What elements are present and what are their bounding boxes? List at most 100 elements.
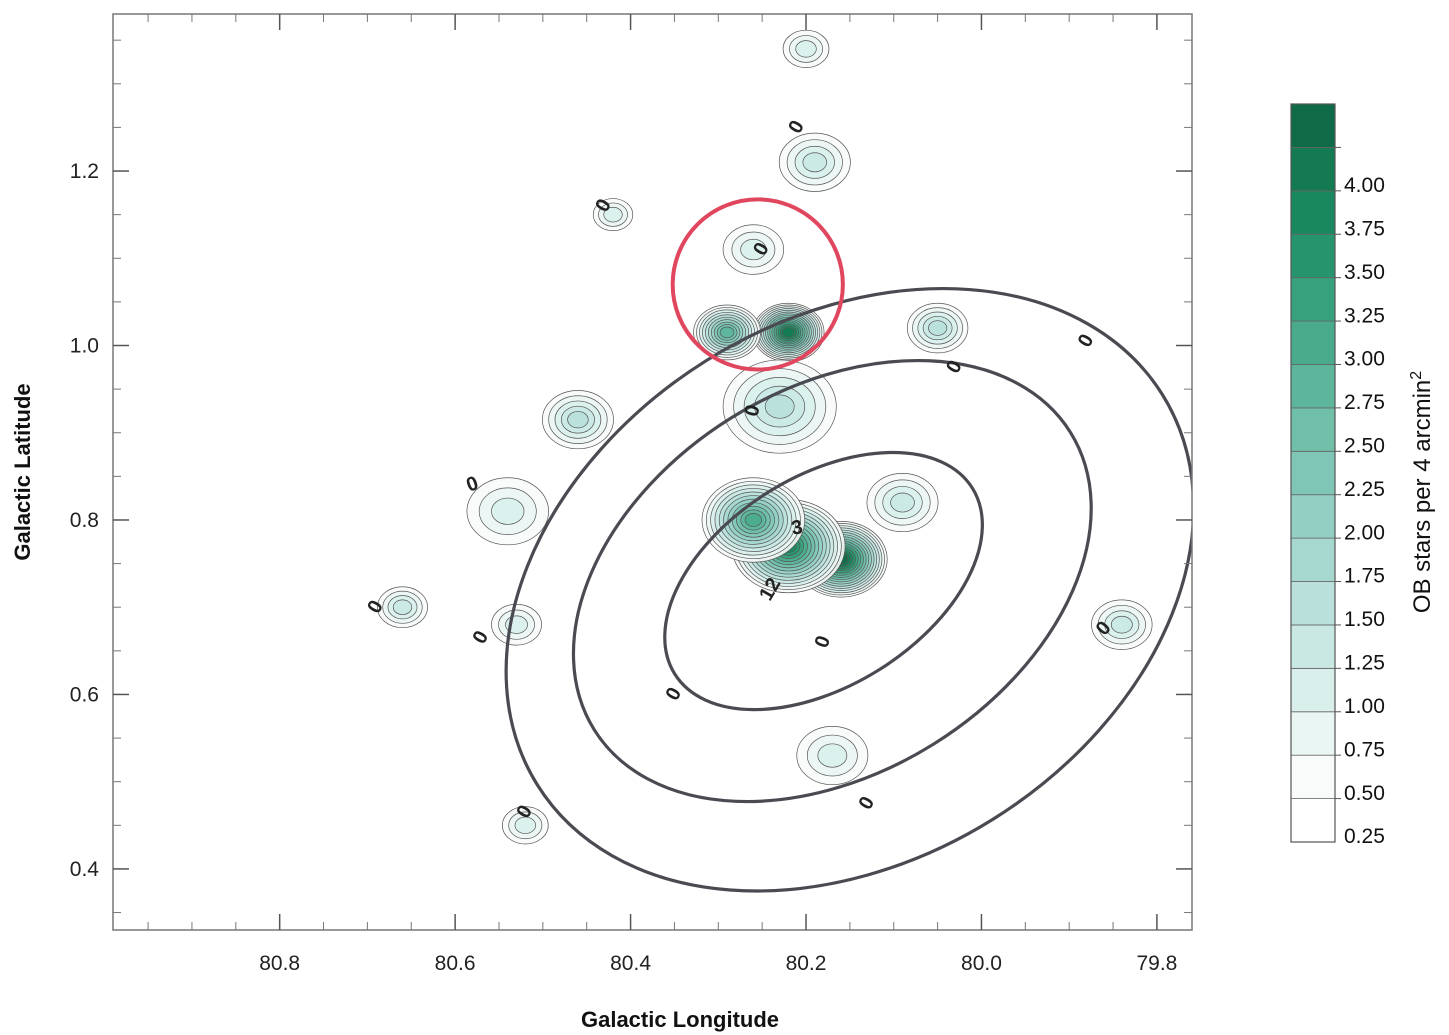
density-contour	[567, 411, 589, 429]
density-peak	[782, 29, 830, 68]
density-contour	[1110, 615, 1133, 634]
colorbar-label: 3.00	[1344, 348, 1385, 371]
colorbar-label: 1.75	[1344, 565, 1385, 588]
highlight-circle	[670, 197, 845, 372]
axis-ticks: 80.8 80.6 80.4 80.2 80.0 79.8 0.4 0.6 0.8 1.0 1.2	[70, 14, 1192, 975]
density-peak	[722, 359, 837, 454]
density-peak	[752, 302, 825, 362]
density-contour	[795, 40, 817, 58]
density-contours	[377, 29, 1153, 845]
colorbar-label: 3.50	[1344, 261, 1385, 284]
colorbar-segment	[1290, 450, 1336, 496]
colorbar-title-superscript: 2	[1408, 371, 1425, 380]
density-contour	[603, 206, 623, 223]
density-peak	[491, 603, 542, 646]
x-tick-label: 80.2	[786, 952, 827, 975]
contour-label: 0	[854, 793, 879, 814]
colorbar-label: 0.50	[1344, 782, 1385, 805]
density-peak	[1091, 599, 1153, 650]
colorbar-segment	[1290, 147, 1336, 192]
density-contour	[491, 497, 525, 525]
y-tick-label: 1.2	[70, 160, 99, 183]
density-peak	[866, 473, 939, 533]
colorbar-segment	[1290, 364, 1336, 409]
contour-label: 0	[811, 633, 835, 651]
colorbar-segment	[1290, 667, 1336, 713]
colorbar: 0.25 0.50 0.75 1.00 1.25 1.50 1.75 2.00 2.25 2.50…	[1290, 103, 1385, 848]
density-contour	[744, 513, 763, 527]
x-tick-label: 80.0	[961, 952, 1002, 975]
colorbar-frame	[1290, 103, 1336, 843]
density-contour	[890, 492, 915, 513]
large-contour-ring	[504, 286, 1192, 893]
density-peak	[542, 390, 614, 450]
density-contour	[802, 152, 828, 173]
density-peak	[502, 806, 549, 845]
y-tick-label: 0.8	[70, 509, 99, 532]
density-contour	[764, 394, 795, 419]
colorbar-segment	[1290, 233, 1336, 279]
large-contour-ring	[663, 450, 984, 712]
colorbar-title: OB stars per 4 arcmin2	[1408, 371, 1436, 613]
colorbar-label: 2.25	[1344, 478, 1385, 501]
density-contour	[392, 599, 413, 615]
contour-label: 0	[741, 403, 765, 419]
density-peak	[796, 726, 869, 786]
x-tick-label: 80.4	[610, 952, 651, 975]
colorbar-segment	[1290, 277, 1336, 322]
contour-label: 0	[1074, 330, 1099, 351]
colorbar-label: 1.50	[1344, 608, 1385, 631]
density-peak	[592, 198, 634, 232]
contour-label: 3	[790, 516, 805, 540]
colorbar-segment	[1290, 103, 1336, 148]
contour-label: 0	[463, 472, 481, 496]
colorbar-label: 0.75	[1344, 738, 1385, 761]
colorbar-segment	[1290, 711, 1336, 756]
x-tick-label: 79.8	[1136, 952, 1177, 975]
large-contour-ring	[571, 358, 1093, 804]
colorbar-label: 3.25	[1344, 304, 1385, 327]
colorbar-label: 2.00	[1344, 521, 1385, 544]
colorbar-label: 2.50	[1344, 434, 1385, 457]
density-contour	[782, 327, 795, 338]
colorbar-label: 0.25	[1344, 825, 1385, 848]
density-peak	[701, 477, 806, 563]
large-contour-rings	[504, 286, 1192, 893]
x-tick-label: 80.6	[435, 952, 476, 975]
density-peak	[466, 477, 549, 546]
colorbar-label: 2.75	[1344, 391, 1385, 414]
colorbar-label: 4.00	[1344, 174, 1385, 197]
density-peak	[778, 132, 851, 192]
density-contour	[817, 743, 848, 768]
density-contour	[927, 320, 948, 336]
colorbar-segment	[1290, 537, 1336, 582]
density-contour	[740, 238, 767, 261]
colorbar-segment	[1290, 190, 1336, 235]
colorbar-segment	[1290, 624, 1336, 669]
colorbar-segment	[1290, 320, 1336, 365]
x-axis-title: Galactic Longitude	[581, 1007, 779, 1032]
x-tick-label: 80.8	[259, 952, 300, 975]
contour-label: 0	[662, 684, 687, 705]
plot-frame	[112, 13, 1193, 931]
density-peak	[377, 586, 428, 629]
y-tick-label: 0.6	[70, 683, 99, 706]
colorbar-label: 3.75	[1344, 217, 1385, 240]
colorbar-label: 1.25	[1344, 652, 1385, 675]
density-contour	[514, 816, 536, 834]
density-contour	[719, 326, 735, 339]
y-tick-label: 1.0	[70, 335, 99, 358]
highlight-circle-ring	[670, 197, 845, 372]
y-tick-label: 0.4	[70, 858, 100, 881]
colorbar-segment	[1290, 754, 1336, 799]
colorbar-label: 1.00	[1344, 695, 1385, 718]
colorbar-title-text: OB stars per 4 arcmin	[1409, 380, 1436, 613]
contour-label: 0	[942, 357, 967, 378]
colorbar-segment	[1290, 407, 1336, 452]
density-peak	[722, 224, 785, 275]
density-peak	[906, 302, 969, 354]
contour-label: 0	[469, 627, 494, 648]
colorbar-segment	[1290, 494, 1336, 539]
